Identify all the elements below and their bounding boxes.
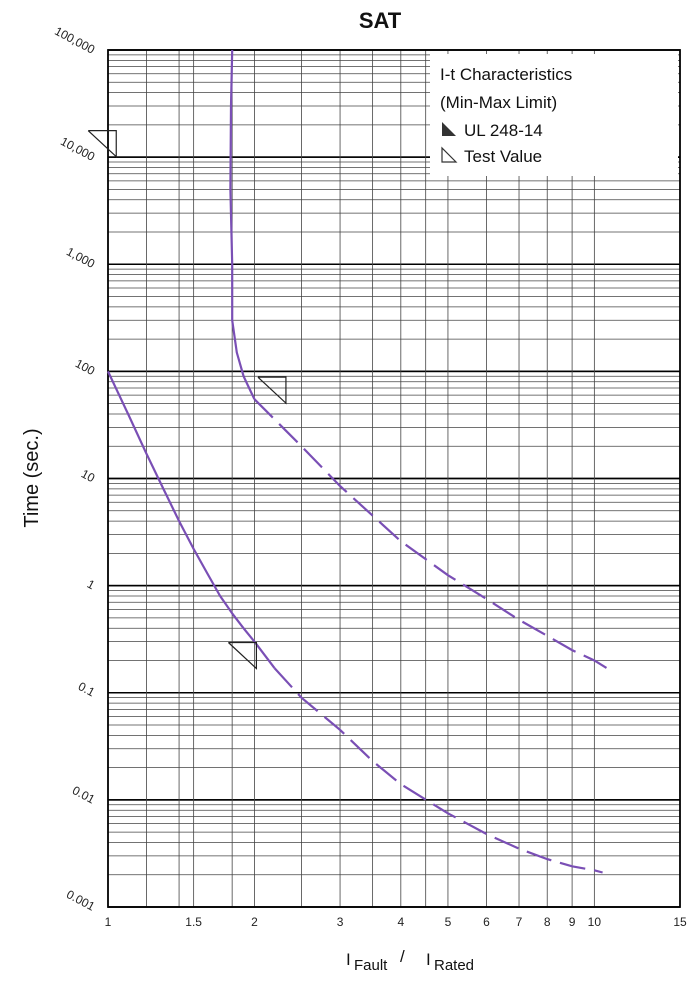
y-tick-labels: 100,000 10,000 1,000 100 10 1 0.1 0.01 0.001 [52, 24, 97, 914]
test-value-marker [87, 130, 117, 159]
x-tick-label: 5 [445, 915, 452, 929]
x-tick-label: 1.5 [185, 915, 202, 929]
x-label-separator: / [400, 947, 405, 966]
x-tick-label: 15 [673, 915, 687, 929]
legend-box [430, 54, 678, 176]
x-label-numerator: Fault [354, 957, 388, 974]
legend-entry-label: UL 248-14 [464, 121, 543, 140]
x-tick-label: 3 [337, 915, 344, 929]
plot-border [107, 49, 681, 908]
plot-frame [107, 49, 681, 908]
test-value-markers [87, 130, 287, 670]
grid [108, 49, 680, 908]
y-axis-label: Time (sec.) [21, 428, 43, 527]
x-tick-label: 7 [516, 915, 523, 929]
x-tick-label: 2 [251, 915, 258, 929]
y-tick-label: 0.1 [76, 679, 98, 699]
max-curve-dashed [253, 398, 608, 670]
curves [107, 49, 608, 874]
x-label-denominator: Rated [434, 957, 474, 974]
test-value-marker [257, 376, 287, 405]
max-curve-solid [229, 49, 256, 400]
x-tick-labels: 1 1.5 2 3 4 5 6 7 8 9 10 15 [105, 915, 687, 929]
filled-triangle-icon [442, 122, 456, 136]
y-tick-label: 0.01 [70, 783, 97, 806]
x-tick-label: 10 [588, 915, 602, 929]
x-axis-label: I Fault / I Rated [346, 947, 474, 974]
legend-title-line: (Min-Max Limit) [440, 93, 557, 112]
chart-title: SAT [359, 8, 402, 33]
x-tick-label: 1 [105, 915, 112, 929]
x-tick-label: 8 [544, 915, 551, 929]
y-tick-label: 10 [79, 467, 98, 486]
x-label-prefix-1: I [346, 950, 351, 969]
min-curve-solid [107, 370, 276, 669]
legend-entry-label: Test Value [464, 147, 542, 166]
y-tick-label: 100,000 [52, 24, 97, 57]
y-tick-label: 100 [73, 356, 98, 378]
y-tick-label: 0.001 [64, 887, 97, 914]
y-tick-label: 10,000 [58, 134, 97, 164]
legend: I-t Characteristics (Min-Max Limit) UL 248… [430, 54, 678, 176]
x-tick-label: 4 [397, 915, 404, 929]
test-value-marker [227, 641, 258, 670]
x-label-prefix-2: I [426, 950, 431, 969]
legend-title-line: I-t Characteristics [440, 65, 572, 84]
y-tick-label: 1 [85, 577, 98, 593]
x-tick-label: 6 [483, 915, 490, 929]
open-triangle-icon [441, 146, 458, 163]
min-curve-dashed [273, 667, 603, 874]
x-tick-label: 9 [569, 915, 576, 929]
y-tick-label: 1,000 [64, 244, 97, 271]
